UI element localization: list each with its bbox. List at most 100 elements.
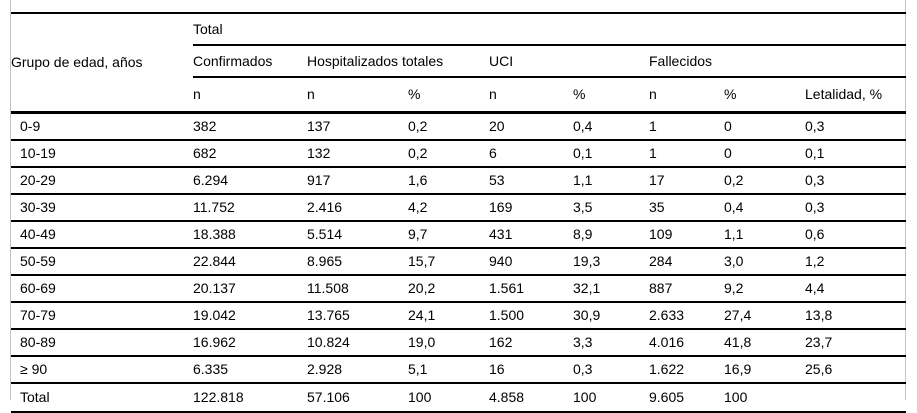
data-cell: 6 — [489, 139, 573, 168]
data-cell: 0,6 — [805, 220, 907, 249]
data-cell: 16.962 — [193, 328, 307, 357]
row-label: 10-19 — [11, 139, 193, 168]
data-cell: 18.388 — [193, 220, 307, 249]
data-cell: 9.605 — [649, 382, 724, 413]
data-cell: 0,3 — [805, 193, 907, 222]
group-header-uci: UCI — [489, 45, 649, 78]
data-cell: 1.622 — [649, 355, 724, 384]
data-cell: 5.514 — [307, 220, 408, 249]
data-cell: 15,7 — [408, 247, 489, 276]
data-cell: 1,1 — [724, 220, 805, 249]
data-cell: 431 — [489, 220, 573, 249]
data-cell: 1,2 — [805, 247, 907, 276]
subheader-cell: Letalidad, % — [805, 77, 907, 114]
data-cell: 20,2 — [408, 274, 489, 303]
data-cell: 100 — [724, 382, 805, 413]
data-cell: 57.106 — [307, 382, 408, 413]
data-cell: 0,4 — [724, 193, 805, 222]
data-cell: 4.858 — [489, 382, 573, 413]
table-row: 60-69 20.137 11.508 20,2 1.561 32,1 887 9,2 4,4 — [11, 274, 907, 303]
data-cell: 917 — [307, 166, 408, 195]
data-cell: 682 — [193, 139, 307, 168]
table-row: 80-89 16.962 10.824 19,0 162 3,3 4.016 41,8 23,7 — [11, 328, 907, 357]
data-cell: 5,1 — [408, 355, 489, 384]
data-cell: 11.752 — [193, 193, 307, 222]
data-cell: 25,6 — [805, 355, 907, 384]
data-cell: 2.416 — [307, 193, 408, 222]
table-row: 20-29 6.294 917 1,6 53 1,1 17 0,2 0,3 — [11, 166, 907, 195]
data-cell: 6.335 — [193, 355, 307, 384]
data-cell: 24,1 — [408, 301, 489, 330]
group-header-fallecidos: Fallecidos — [649, 45, 907, 78]
age-group-statistics-table: Grupo de edad, años Total Confirmados Ho… — [11, 12, 907, 413]
data-cell: 22.844 — [193, 247, 307, 276]
subheader-cell: % — [724, 77, 805, 114]
header-row-groups: Confirmados Hospitalizados totales UCI F… — [11, 45, 907, 78]
data-cell: 4,2 — [408, 193, 489, 222]
data-cell: 17 — [649, 166, 724, 195]
data-cell: 0,3 — [805, 112, 907, 141]
data-cell: 0,3 — [573, 355, 649, 384]
data-cell: 1 — [649, 139, 724, 168]
row-label: 60-69 — [11, 274, 193, 303]
data-cell: 11.508 — [307, 274, 408, 303]
data-cell: 3,0 — [724, 247, 805, 276]
group-header-hospitalizados: Hospitalizados totales — [307, 45, 489, 78]
data-cell: 137 — [307, 112, 408, 141]
data-cell: 0,2 — [408, 139, 489, 168]
data-cell: 109 — [649, 220, 724, 249]
data-cell: 2.633 — [649, 301, 724, 330]
data-cell: 0,2 — [408, 112, 489, 141]
subheader-cell: n — [649, 77, 724, 114]
data-cell: 0 — [724, 139, 805, 168]
table-row: Total 122.818 57.106 100 4.858 100 9.605 100 — [11, 382, 907, 413]
table-row: 0-9 382 137 0,2 20 0,4 1 0 0,3 — [11, 112, 907, 141]
data-cell: 940 — [489, 247, 573, 276]
data-cell: 4,4 — [805, 274, 907, 303]
data-cell: 10.824 — [307, 328, 408, 357]
data-cell: 19,3 — [573, 247, 649, 276]
data-cell: 23,7 — [805, 328, 907, 357]
data-cell: 13.765 — [307, 301, 408, 330]
data-cell: 162 — [489, 328, 573, 357]
data-cell: 53 — [489, 166, 573, 195]
data-cell: 100 — [408, 382, 489, 413]
data-cell: 19.042 — [193, 301, 307, 330]
data-cell: 1.561 — [489, 274, 573, 303]
data-cell: 27,4 — [724, 301, 805, 330]
subheader-cell: % — [573, 77, 649, 114]
data-cell: 284 — [649, 247, 724, 276]
row-label: 30-39 — [11, 193, 193, 222]
subheader-cell: n — [193, 77, 307, 114]
data-cell: 8,9 — [573, 220, 649, 249]
data-cell: 122.818 — [193, 382, 307, 413]
data-cell: 6.294 — [193, 166, 307, 195]
data-cell: 169 — [489, 193, 573, 222]
row-label: 80-89 — [11, 328, 193, 357]
data-cell: 16,9 — [724, 355, 805, 384]
table-row: 40-49 18.388 5.514 9,7 431 8,9 109 1,1 0,6 — [11, 220, 907, 249]
row-label: 20-29 — [11, 166, 193, 195]
row-label: 40-49 — [11, 220, 193, 249]
data-cell: 35 — [649, 193, 724, 222]
table-row: ≥ 90 6.335 2.928 5,1 16 0,3 1.622 16,9 25,6 — [11, 355, 907, 384]
data-cell — [805, 382, 907, 413]
data-cell: 0 — [724, 112, 805, 141]
data-cell: 1.500 — [489, 301, 573, 330]
data-cell: 0,1 — [805, 139, 907, 168]
data-cell: 9,2 — [724, 274, 805, 303]
data-cell: 382 — [193, 112, 307, 141]
data-cell: 16 — [489, 355, 573, 384]
data-cell: 20.137 — [193, 274, 307, 303]
data-cell: 41,8 — [724, 328, 805, 357]
group-header-confirmados: Confirmados — [193, 45, 307, 78]
row-label: ≥ 90 — [11, 355, 193, 384]
data-cell: 20 — [489, 112, 573, 141]
table-body: 0-9 382 137 0,2 20 0,4 1 0 0,3 10-19 682 132 0,2 6 0,1… — [11, 112, 907, 413]
data-cell: 19,0 — [408, 328, 489, 357]
header-row-span: Grupo de edad, años Total — [11, 12, 907, 114]
data-cell: 100 — [573, 382, 649, 413]
data-cell: 3,3 — [573, 328, 649, 357]
total-spanner-cell: Total — [193, 12, 907, 46]
data-cell: 9,7 — [408, 220, 489, 249]
